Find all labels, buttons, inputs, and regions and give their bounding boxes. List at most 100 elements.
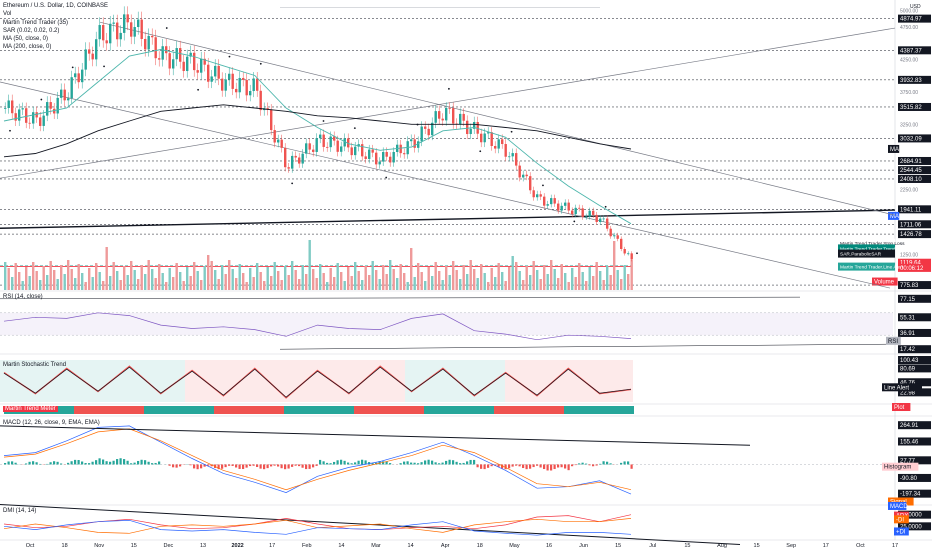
- volume-bar: [606, 266, 609, 290]
- macd-histogram-bar: [7, 461, 10, 465]
- indicator-martin-trend-trader[interactable]: Martin Trend Trader (35): [3, 19, 69, 26]
- price-badge: 4387.37: [900, 48, 922, 54]
- price-badge: 00:06:12: [900, 266, 924, 272]
- macd-histogram-bar: [49, 462, 52, 465]
- candle-body: [172, 59, 175, 69]
- volume-bar: [249, 268, 252, 290]
- macd-histogram-bar: [431, 460, 434, 465]
- trend-meter-cell: [315, 406, 319, 414]
- candle-body: [606, 218, 609, 229]
- macd-histogram-bar: [557, 464, 560, 468]
- volume-bar: [557, 278, 560, 290]
- candle-body: [511, 153, 514, 157]
- stoch-badge: 22.98: [900, 390, 916, 396]
- sar-dot: [103, 65, 105, 68]
- macd-signal-line: [3, 428, 632, 491]
- candle-body: [221, 78, 224, 91]
- volume-bar: [175, 263, 178, 290]
- price-badge-bg: [898, 281, 931, 290]
- candle-body: [84, 49, 87, 70]
- rsi-legend[interactable]: RSI (14, close): [3, 294, 43, 300]
- macd-histogram-bar: [448, 459, 451, 465]
- macd-histogram-bar: [459, 463, 462, 465]
- macd-line: [3, 425, 632, 495]
- trend-meter-cell: [140, 406, 144, 414]
- volume-bar: [154, 278, 157, 290]
- volume-bar: [63, 274, 66, 290]
- candle-body: [109, 23, 112, 44]
- volume-bar: [455, 270, 458, 290]
- macd-histogram-bar: [515, 464, 518, 466]
- macd-histogram-bar: [343, 460, 346, 465]
- macd-histogram-bar: [70, 461, 73, 465]
- candle-body: [60, 89, 63, 98]
- macd-histogram-bar: [203, 464, 206, 467]
- volume-bar: [207, 255, 210, 290]
- volume-bar: [578, 263, 581, 290]
- volume-bar: [123, 266, 126, 290]
- candle-body: [154, 37, 157, 59]
- volume-bar: [490, 268, 493, 290]
- trend-meter-cell: [266, 406, 270, 414]
- trend-meter-cell: [151, 406, 155, 414]
- volume-bar: [277, 271, 280, 290]
- trend-meter-cell: [445, 406, 449, 414]
- dmi-legend[interactable]: DMI (14, 14): [3, 508, 37, 514]
- rsi-badge-bg: [898, 313, 931, 322]
- dmi-badge: 50.0000: [900, 513, 922, 519]
- volume-bar: [504, 281, 507, 290]
- trend-meter-cell: [602, 406, 606, 414]
- macd-histogram-bar: [574, 464, 577, 466]
- volume-bar: [112, 262, 115, 290]
- macd-badge-bg: [898, 489, 931, 498]
- volume-bar: [371, 261, 374, 290]
- trend-meter-cell: [385, 406, 389, 414]
- macd-histogram-bar: [501, 464, 504, 469]
- indicator-sar[interactable]: SAR (0.02, 0.02, 0.2): [3, 27, 60, 34]
- trend-meter-cell: [298, 406, 302, 414]
- trend-meter-cell: [273, 406, 277, 414]
- volume-bar: [280, 280, 283, 290]
- indicator-ma50[interactable]: MA (50, close, 0): [3, 36, 49, 43]
- macd-histogram-bar: [564, 464, 567, 469]
- symbol-title[interactable]: Ethereum / U.S. Dollar, 1D, COINBASE: [3, 3, 109, 9]
- trend-meter-cell: [60, 406, 64, 414]
- volume-bar: [431, 276, 434, 290]
- macd-badge-bg: [898, 473, 931, 482]
- rsi-badge-bg: [898, 345, 931, 354]
- trend-meter-cell: [333, 406, 337, 414]
- volume-bar: [501, 272, 504, 290]
- macd-legend[interactable]: MACD (12, 26, close, 9, EMA, EMA): [3, 420, 100, 426]
- stoch-legend[interactable]: Martin Stochastic Trend: [3, 362, 67, 368]
- side-tag: MA: [890, 214, 899, 220]
- trend-meter-cell: [368, 406, 372, 414]
- volume-bar: [616, 270, 619, 290]
- time-axis-label: Jul: [649, 543, 656, 549]
- trend-meter-cell: [91, 406, 95, 414]
- trend-meter-cell: [179, 406, 183, 414]
- candle-body: [452, 108, 455, 124]
- macd-histogram-bar: [585, 463, 588, 465]
- right-label: Martin Trend Trader.Trend Line: [840, 246, 906, 252]
- macd-histogram-bar: [294, 464, 297, 466]
- macd-histogram-bar: [529, 464, 532, 469]
- candle-body: [105, 40, 108, 44]
- macd-histogram-bar: [270, 464, 273, 467]
- volume-bar: [235, 278, 238, 290]
- indicator-vol[interactable]: Vol: [3, 11, 12, 18]
- trend-meter-legend[interactable]: Martin Trend Meter: [3, 406, 58, 412]
- candle-body: [235, 88, 238, 93]
- candle-body: [273, 130, 276, 143]
- volume-bar: [179, 272, 182, 290]
- trend-meter-cell: [200, 406, 204, 414]
- sar-dot: [197, 88, 200, 91]
- macd-histogram-bar: [130, 463, 133, 465]
- time-axis-label: 17: [823, 543, 829, 549]
- trend-meter-cell: [539, 406, 543, 414]
- indicator-ma200[interactable]: MA (200, close, 0): [3, 44, 52, 51]
- macd-histogram-bar: [602, 461, 605, 465]
- volume-bar: [81, 273, 84, 290]
- price-badge-bg: [898, 205, 931, 214]
- price-badge: 1426.78: [900, 232, 922, 238]
